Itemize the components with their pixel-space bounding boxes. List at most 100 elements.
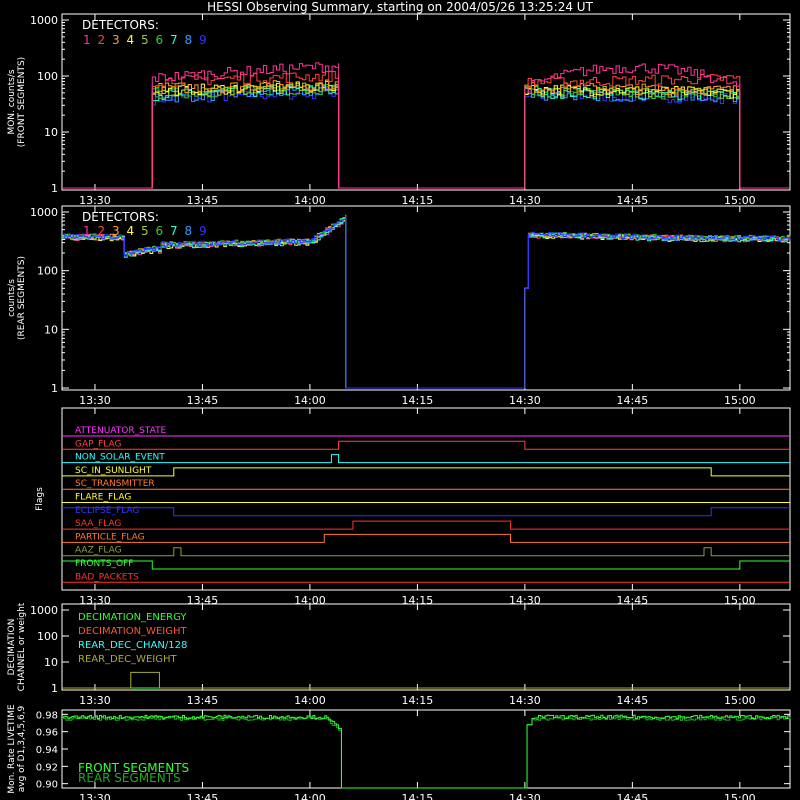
x-tick-label: 14:00 (294, 394, 326, 407)
y-tick-label: 0.92 (36, 762, 58, 773)
flag-trace-sc_in_sunlight (62, 467, 790, 477)
series-livetime-front (62, 714, 791, 789)
y-tick-label: 1000 (30, 206, 58, 219)
x-tick-label: 14:00 (294, 792, 326, 800)
legend-title: DETECTORS: (82, 18, 159, 32)
legend-detector-4: 4 (127, 33, 135, 47)
y-tick-label: 0.98 (36, 710, 58, 721)
legend-detector-5: 5 (141, 33, 149, 47)
legend-detector-2: 2 (98, 33, 106, 47)
x-tick-label: 14:45 (617, 194, 649, 207)
y-tick-label: 0.94 (36, 745, 58, 756)
legend-detector-6: 6 (156, 33, 164, 47)
y-axis-label: (FRONT SEGMENTS) (17, 57, 27, 147)
y-axis-label: DECIMATION (7, 619, 17, 676)
y-axis-label: (REAR SEGMENTS) (17, 256, 27, 340)
y-tick-label: 10 (44, 656, 58, 669)
flag-label-sc_in_sunlight: SC_IN_SUNLIGHT (75, 466, 152, 476)
flag-label-gap_flag: GAP_FLAG (75, 439, 121, 449)
flag-trace-eclipse_flag (62, 507, 790, 517)
y-axis-label: CHANNEL or weight (17, 602, 27, 691)
y-tick-label: 100 (37, 70, 58, 83)
legend-detector-8: 8 (185, 33, 193, 47)
y-tick-label: 10 (44, 126, 58, 139)
legend-detector-2: 2 (98, 224, 106, 238)
flag-label-non_solar_event: NON_SOLAR_EVENT (75, 453, 165, 463)
y-tick-label: 1 (51, 382, 58, 395)
x-tick-label: 13:45 (187, 194, 219, 207)
legend-detector-3: 3 (112, 224, 120, 238)
x-tick-label: 14:45 (617, 394, 649, 407)
x-tick-label: 15:00 (724, 792, 756, 800)
panel-frame-decimation (61, 603, 791, 691)
legend-detector-6: 6 (156, 224, 164, 238)
legend-title: DETECTORS: (82, 210, 159, 224)
flag-label-saa_flag: SAA_FLAG (75, 519, 121, 529)
y-axis-label: Flags (35, 487, 45, 511)
flag-label-bad_packets: BAD_PACKETS (75, 572, 139, 582)
legend-detector-9: 9 (199, 224, 207, 238)
x-tick-label: 14:15 (402, 394, 434, 407)
y-axis-label: Mon. Rate LIVETIME (7, 704, 17, 794)
x-tick-label: 13:45 (187, 694, 219, 707)
flag-trace-particle_flag (62, 533, 790, 543)
flag-label-aaz_flag: AAZ_FLAG (75, 546, 122, 556)
legend-detector-5: 5 (141, 224, 149, 238)
y-tick-label: 100 (37, 630, 58, 643)
y-tick-label: 0.90 (36, 780, 58, 791)
y-tick-label: 10 (44, 323, 58, 336)
x-tick-label: 14:30 (509, 792, 541, 800)
legend-detector-7: 7 (170, 224, 178, 238)
series-rear-detector-9 (62, 216, 791, 389)
x-tick-label: 13:30 (79, 792, 111, 800)
x-tick-label: 14:30 (509, 394, 541, 407)
flag-trace-saa_flag (62, 520, 790, 530)
flag-trace-non_solar_event (62, 454, 790, 464)
legend-detector-1: 1 (83, 33, 91, 47)
y-tick-label: 100 (37, 265, 58, 278)
x-tick-label: 14:15 (402, 194, 434, 207)
panel-frame-rear (61, 205, 791, 391)
y-axis-label: MON. counts/s (7, 69, 17, 134)
legend-decimation-weight: DECIMATION_WEIGHT (78, 626, 187, 637)
x-tick-label: 14:30 (509, 694, 541, 707)
flag-trace-fronts_off (62, 560, 790, 570)
flag-trace-aaz_flag (62, 547, 790, 557)
y-tick-label: 1000 (30, 14, 58, 27)
series-rear-detector-3 (62, 214, 791, 389)
flag-label-eclipse_flag: ECLIPSE_FLAG (75, 506, 139, 516)
x-tick-label: 14:15 (402, 694, 434, 707)
flag-label-sc_transmitter: SC_TRANSMITTER (75, 479, 155, 489)
series-front-detector-1 (62, 62, 790, 189)
y-tick-label: 1 (51, 682, 58, 695)
x-tick-label: 14:30 (509, 194, 541, 207)
flag-trace-gap_flag (62, 440, 790, 450)
legend-detector-9: 9 (199, 33, 207, 47)
series-rear-dec-weight (62, 671, 790, 689)
panel-frame-front (61, 13, 791, 191)
y-tick-label: 1000 (30, 604, 58, 617)
legend-detector-3: 3 (112, 33, 120, 47)
x-tick-label: 13:30 (79, 194, 111, 207)
x-tick-label: 14:45 (617, 792, 649, 800)
y-tick-label: 1 (51, 182, 58, 195)
x-tick-label: 13:30 (79, 394, 111, 407)
series-rear-detector-8 (62, 216, 791, 389)
x-tick-label: 15:00 (724, 394, 756, 407)
x-tick-label: 13:45 (187, 394, 219, 407)
y-axis-label: counts/s (7, 279, 17, 317)
x-tick-label: 14:00 (294, 194, 326, 207)
x-tick-label: 14:45 (617, 694, 649, 707)
legend-rear-dec-weight: REAR_DEC_WEIGHT (78, 654, 177, 665)
x-tick-label: 13:30 (79, 694, 111, 707)
legend-detector-8: 8 (185, 224, 193, 238)
legend-detector-1: 1 (83, 224, 91, 238)
series-front-detector-9 (62, 88, 790, 189)
legend-detector-4: 4 (127, 224, 135, 238)
x-tick-label: 14:00 (294, 694, 326, 707)
series-front-detector-8 (62, 85, 790, 189)
legend-rear-segments: REAR SEGMENTS (78, 771, 181, 785)
y-tick-label: 0.96 (36, 728, 58, 739)
x-tick-label: 14:15 (402, 792, 434, 800)
